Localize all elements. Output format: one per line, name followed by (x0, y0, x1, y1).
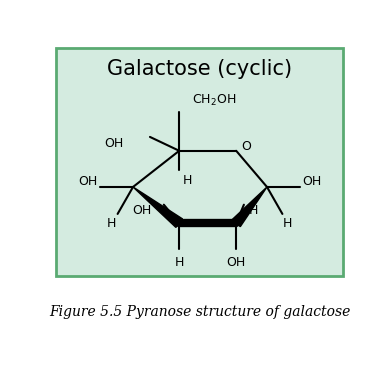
Text: H: H (249, 204, 258, 217)
Text: Figure 5.5 Pyranose structure of galactose: Figure 5.5 Pyranose structure of galacto… (49, 305, 351, 319)
Text: Galactose (cyclic): Galactose (cyclic) (108, 59, 292, 79)
FancyBboxPatch shape (56, 48, 343, 276)
Text: OH: OH (132, 204, 151, 217)
Text: H: H (182, 174, 192, 187)
Text: H: H (174, 256, 184, 269)
Polygon shape (232, 187, 267, 227)
Text: H: H (107, 217, 116, 230)
Polygon shape (133, 187, 183, 227)
Text: OH: OH (302, 175, 322, 188)
Text: O: O (241, 139, 251, 152)
Text: OH: OH (104, 137, 123, 150)
Text: CH$_2$OH: CH$_2$OH (192, 92, 237, 108)
Text: H: H (282, 217, 292, 230)
Text: OH: OH (226, 256, 246, 269)
Text: OH: OH (78, 175, 98, 188)
